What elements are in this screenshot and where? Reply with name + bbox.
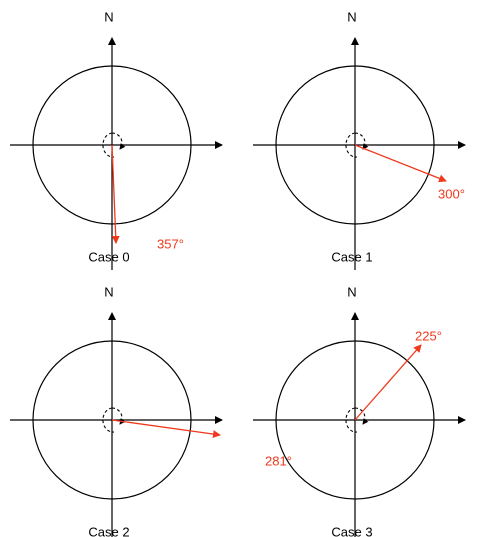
case-caption: Case 3 <box>331 524 372 537</box>
angle-label: 225° <box>415 328 442 343</box>
heading-arrow <box>354 144 447 183</box>
rotation-arc <box>102 407 122 433</box>
case-caption: Case 1 <box>331 249 372 264</box>
case-caption: Case 2 <box>88 524 129 537</box>
heading-arrow <box>354 344 422 421</box>
north-label: N <box>104 284 113 299</box>
north-label: N <box>347 9 356 24</box>
case-caption: Case 0 <box>88 249 129 264</box>
north-label: N <box>347 284 356 299</box>
rotation-arc <box>345 132 365 158</box>
heading-arrow <box>111 144 120 244</box>
north-label: N <box>104 9 113 24</box>
angle-label: 357° <box>157 236 184 251</box>
rotation-arc <box>102 132 122 158</box>
heading-arrow <box>111 419 221 438</box>
angle-label: 300° <box>438 186 465 201</box>
rotation-arc <box>345 407 365 433</box>
